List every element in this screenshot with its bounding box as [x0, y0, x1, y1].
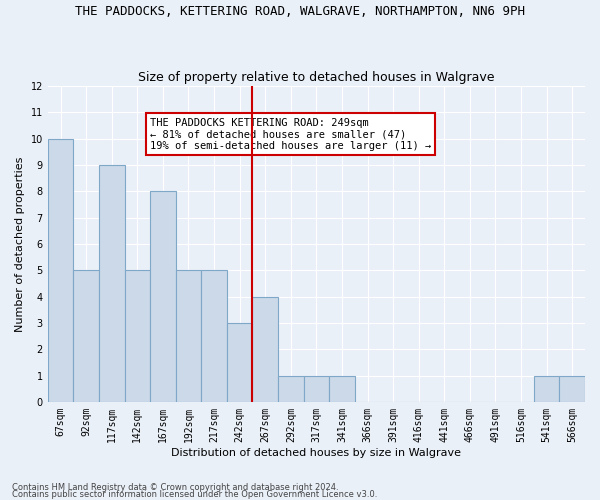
Bar [329, 376, 355, 402]
Bar [48, 138, 73, 402]
Bar [559, 376, 585, 402]
Bar [201, 270, 227, 402]
Bar [99, 165, 125, 402]
Bar [73, 270, 99, 402]
Bar [304, 376, 329, 402]
Bar [227, 323, 253, 402]
Title: Size of property relative to detached houses in Walgrave: Size of property relative to detached ho… [138, 70, 494, 84]
Bar [253, 296, 278, 402]
Bar [150, 192, 176, 402]
Text: THE PADDOCKS KETTERING ROAD: 249sqm
← 81% of detached houses are smaller (47)
19: THE PADDOCKS KETTERING ROAD: 249sqm ← 81… [150, 118, 431, 151]
Bar [534, 376, 559, 402]
Y-axis label: Number of detached properties: Number of detached properties [15, 156, 25, 332]
Text: THE PADDOCKS, KETTERING ROAD, WALGRAVE, NORTHAMPTON, NN6 9PH: THE PADDOCKS, KETTERING ROAD, WALGRAVE, … [75, 5, 525, 18]
X-axis label: Distribution of detached houses by size in Walgrave: Distribution of detached houses by size … [172, 448, 461, 458]
Bar [176, 270, 201, 402]
Bar [125, 270, 150, 402]
Bar [278, 376, 304, 402]
Text: Contains public sector information licensed under the Open Government Licence v3: Contains public sector information licen… [12, 490, 377, 499]
Text: Contains HM Land Registry data © Crown copyright and database right 2024.: Contains HM Land Registry data © Crown c… [12, 484, 338, 492]
